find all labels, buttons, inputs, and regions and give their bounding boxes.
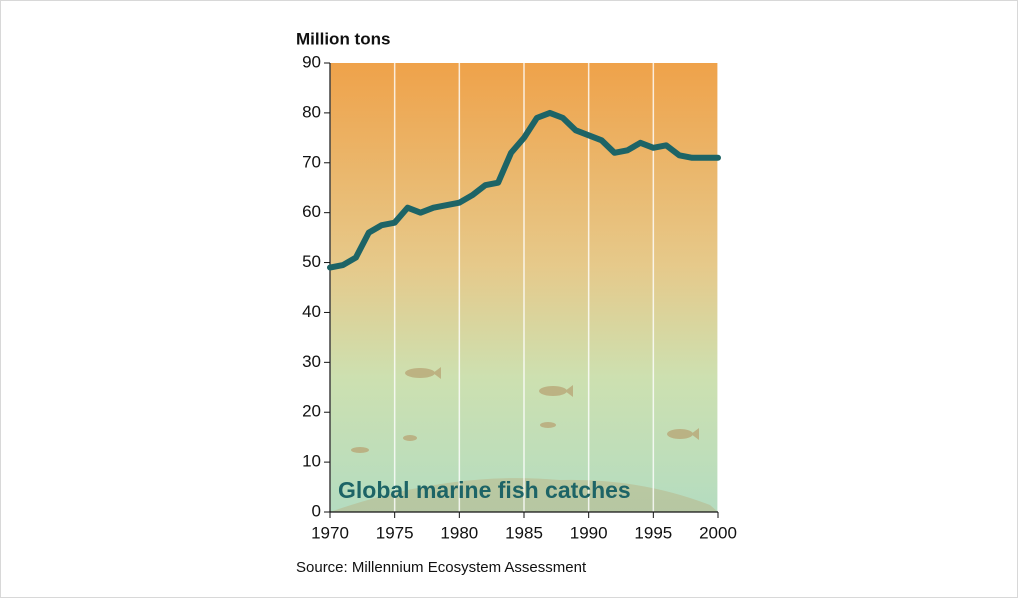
x-tick-label: 1980 [440, 523, 478, 542]
x-tick-label: 1970 [311, 523, 349, 542]
y-tick-label: 20 [302, 402, 321, 421]
x-tick-label: 1975 [376, 523, 414, 542]
y-tick-label: 70 [302, 152, 321, 171]
y-tick-label: 80 [302, 102, 321, 121]
source: Source: Millennium Ecosystem Assessment [296, 559, 587, 576]
y-tick-label: 30 [302, 352, 321, 371]
data-line [327, 109, 721, 271]
x-tick-label: 2000 [699, 523, 737, 542]
x-tick-label: 1985 [505, 523, 543, 542]
y-tick-label: 40 [302, 302, 321, 321]
annotation: Global marine fish catches [338, 477, 631, 503]
y-tick-label: 60 [302, 202, 321, 221]
y-tick-label: 10 [302, 452, 321, 471]
y-tick-label: 0 [312, 501, 321, 520]
x-tick-label: 1990 [570, 523, 608, 542]
x-tick-label: 1995 [634, 523, 672, 542]
y-axis-label: Million tons [296, 29, 390, 48]
y-tick-label: 90 [302, 52, 321, 71]
y-tick-label: 50 [302, 252, 321, 271]
